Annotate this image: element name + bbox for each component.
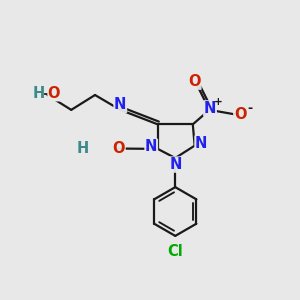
Text: O: O (188, 74, 201, 89)
Text: O: O (48, 86, 60, 101)
Text: H: H (77, 141, 89, 156)
Text: Cl: Cl (167, 244, 183, 259)
Text: -: - (247, 103, 252, 116)
Text: O: O (112, 141, 125, 156)
Text: N: N (170, 157, 182, 172)
Text: N: N (195, 136, 207, 151)
Text: N: N (204, 101, 216, 116)
Text: O: O (234, 107, 246, 122)
Text: N: N (114, 97, 127, 112)
Text: N: N (145, 139, 158, 154)
Text: +: + (213, 97, 222, 106)
Text: H: H (33, 86, 45, 101)
